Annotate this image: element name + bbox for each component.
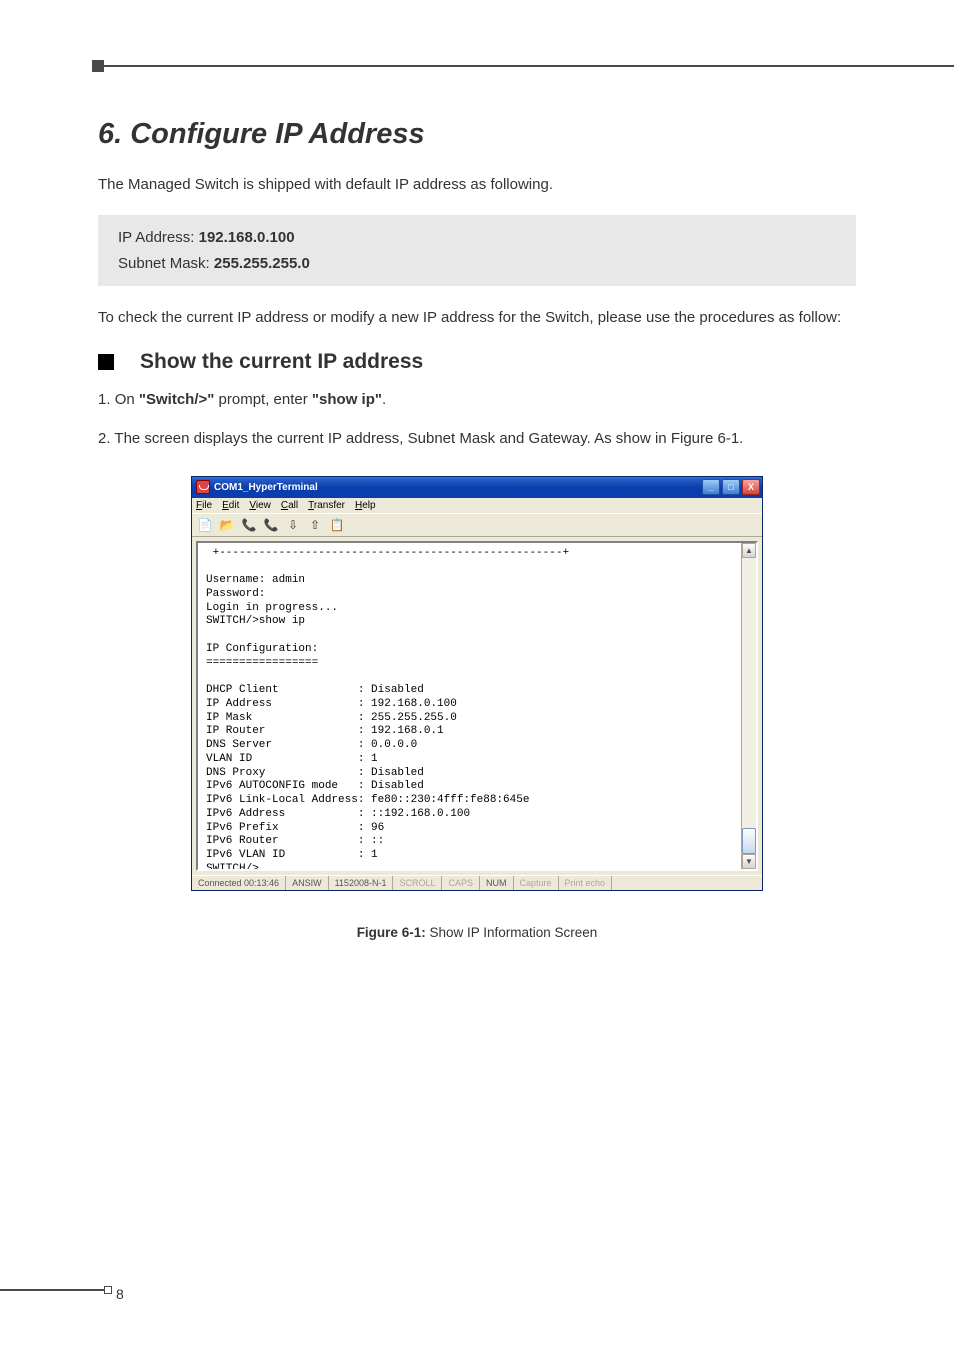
mask-value: 255.255.255.0 xyxy=(214,255,310,272)
toolbar-new-icon[interactable]: 📄 xyxy=(196,516,214,534)
footer-rule xyxy=(0,1286,112,1294)
toolbar-receive-icon[interactable]: ⇧ xyxy=(306,516,324,534)
page-number: 8 xyxy=(116,1286,124,1302)
intro-paragraph: The Managed Switch is shipped with defau… xyxy=(98,173,856,197)
scroll-thumb[interactable] xyxy=(742,828,756,854)
header-rule xyxy=(104,65,954,67)
terminal-figure: COM1_HyperTerminal _ □ X File Edit View … xyxy=(98,476,856,891)
step1-text-e: . xyxy=(382,391,386,408)
toolbar: 📄 📂 📞 📞 ⇩ ⇧ 📋 xyxy=(192,513,762,537)
ip-value: 192.168.0.100 xyxy=(199,229,295,246)
step-2: The screen displays the current IP addre… xyxy=(98,427,856,452)
toolbar-props-icon[interactable]: 📋 xyxy=(328,516,346,534)
scrollbar[interactable]: ▲ ▼ xyxy=(741,543,756,869)
menu-view[interactable]: View xyxy=(249,500,271,511)
status-connection: 1152008-N-1 xyxy=(329,876,394,890)
step1-command: "show ip" xyxy=(312,391,382,408)
terminal-output[interactable]: +---------------------------------------… xyxy=(198,543,741,869)
figure-caption: Figure 6-1: Show IP Information Screen xyxy=(98,925,856,940)
window-buttons: _ □ X xyxy=(702,479,760,495)
step1-text-a: On xyxy=(115,391,139,408)
step-1: On "Switch/>" prompt, enter "show ip". xyxy=(98,388,856,413)
hyperterminal-window: COM1_HyperTerminal _ □ X File Edit View … xyxy=(191,476,763,891)
status-time: Connected 00:13:46 xyxy=(192,876,286,890)
menu-file[interactable]: File xyxy=(196,500,212,511)
status-capture: Capture xyxy=(514,876,559,890)
subnet-mask-line: Subnet Mask: 255.255.255.0 xyxy=(118,251,836,277)
window-title: COM1_HyperTerminal xyxy=(214,482,702,493)
menu-help[interactable]: Help xyxy=(355,500,376,511)
status-caps: CAPS xyxy=(442,876,480,890)
scroll-down-button[interactable]: ▼ xyxy=(742,854,756,869)
mask-label: Subnet Mask: xyxy=(118,255,214,272)
subhead: Show the current IP address xyxy=(140,350,423,374)
ip-label: IP Address: xyxy=(118,229,199,246)
figure-caption-text: Show IP Information Screen xyxy=(426,925,598,940)
menu-edit[interactable]: Edit xyxy=(222,500,239,511)
terminal-body: +---------------------------------------… xyxy=(196,541,758,871)
status-emulation: ANSIW xyxy=(286,876,329,890)
header-marker xyxy=(92,60,104,72)
maximize-button[interactable]: □ xyxy=(722,479,740,495)
step1-prompt: "Switch/>" xyxy=(139,391,215,408)
default-ip-box: IP Address: 192.168.0.100 Subnet Mask: 2… xyxy=(98,215,856,286)
footer-marker-icon xyxy=(104,1286,112,1294)
page-content: 6. Configure IP Address The Managed Swit… xyxy=(0,0,954,980)
footer-line xyxy=(0,1289,105,1291)
terminal-body-frame: +---------------------------------------… xyxy=(192,537,762,875)
menu-transfer[interactable]: Transfer xyxy=(308,500,345,511)
close-button[interactable]: X xyxy=(742,479,760,495)
intro2-paragraph: To check the current IP address or modif… xyxy=(98,306,856,330)
hyperterminal-icon xyxy=(196,480,210,494)
subhead-row: Show the current IP address xyxy=(98,350,856,374)
toolbar-call-icon[interactable]: 📞 xyxy=(240,516,258,534)
scroll-track[interactable] xyxy=(742,558,756,854)
toolbar-hangup-icon[interactable]: 📞 xyxy=(262,516,280,534)
scroll-up-button[interactable]: ▲ xyxy=(742,543,756,558)
section-title: 6. Configure IP Address xyxy=(98,118,856,151)
ip-address-line: IP Address: 192.168.0.100 xyxy=(118,225,836,251)
toolbar-send-icon[interactable]: ⇩ xyxy=(284,516,302,534)
statusbar: Connected 00:13:46 ANSIW 1152008-N-1 SCR… xyxy=(192,875,762,890)
menubar: File Edit View Call Transfer Help xyxy=(192,498,762,513)
status-echo: Print echo xyxy=(559,876,613,890)
titlebar[interactable]: COM1_HyperTerminal _ □ X xyxy=(192,477,762,498)
minimize-button[interactable]: _ xyxy=(702,479,720,495)
menu-call[interactable]: Call xyxy=(281,500,298,511)
toolbar-open-icon[interactable]: 📂 xyxy=(218,516,236,534)
bullet-square-icon xyxy=(98,354,114,370)
status-num: NUM xyxy=(480,876,514,890)
step1-text-c: prompt, enter xyxy=(214,391,312,408)
status-scroll: SCROLL xyxy=(393,876,442,890)
steps-list: On "Switch/>" prompt, enter "show ip". T… xyxy=(98,388,856,452)
figure-label: Figure 6-1: xyxy=(357,925,426,940)
